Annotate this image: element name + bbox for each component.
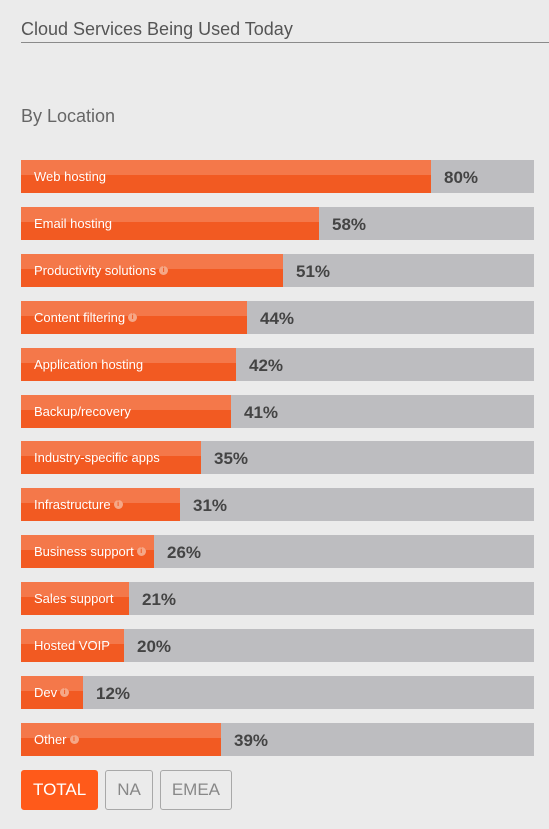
bar-label: Backup/recovery xyxy=(34,395,131,428)
bar-row: Industry-specific apps 35% xyxy=(21,441,534,475)
title-divider xyxy=(21,42,549,43)
bar-row: Hosted VOIP 20% xyxy=(21,629,534,662)
value-label: 41% xyxy=(244,402,279,422)
bar-label: Hosted VOIP xyxy=(34,629,110,662)
bar-row: Email hosting 58% xyxy=(21,206,534,240)
category-label: Application hosting xyxy=(34,356,144,372)
bar[interactable] xyxy=(21,722,221,756)
value-label: 44% xyxy=(260,308,295,328)
bar-row: Dev i 12% xyxy=(21,675,534,709)
category-label: Backup/recovery xyxy=(34,403,131,419)
info-icon[interactable]: i xyxy=(69,734,79,744)
value-label: 39% xyxy=(234,730,269,750)
value-label: 80% xyxy=(444,168,479,187)
bar-row: Business support i 26% xyxy=(21,535,534,569)
info-icon[interactable]: i xyxy=(159,265,169,275)
bar[interactable] xyxy=(21,347,236,381)
category-label: Hosted VOIP xyxy=(34,638,110,653)
filter-button-emea[interactable]: EMEA xyxy=(159,770,233,810)
bar-label: Dev i xyxy=(34,676,70,709)
category-label: Email hosting xyxy=(34,215,113,231)
category-label: Other xyxy=(34,731,67,747)
value-label: 31% xyxy=(193,496,228,516)
bar-row: Infrastructure i 31% xyxy=(21,488,534,522)
category-label: Web hosting xyxy=(34,169,107,184)
value-label: 58% xyxy=(332,214,367,234)
bar-row: Content filtering i 44% xyxy=(21,300,534,334)
value-label: 12% xyxy=(96,683,131,703)
info-icon[interactable]: i xyxy=(136,547,146,557)
bar-label: Business support i xyxy=(34,535,146,568)
bar[interactable] xyxy=(21,160,431,193)
value-label: 20% xyxy=(137,637,172,656)
category-label: Dev xyxy=(34,684,58,700)
filter-button-na[interactable]: NA xyxy=(105,770,153,810)
location-filter-group: TOTAL NA EMEA xyxy=(21,770,233,810)
category-label: Sales support xyxy=(34,591,114,607)
bar-label: Content filtering i xyxy=(34,301,138,334)
bar-row: Productivity solutions i 51% xyxy=(21,253,534,287)
info-icon[interactable]: i xyxy=(113,500,123,510)
bar-row: Application hosting 42% xyxy=(21,347,534,381)
bar[interactable] xyxy=(21,441,201,475)
chart-subtitle: By Location xyxy=(21,106,116,126)
value-label: 51% xyxy=(296,261,331,281)
value-label: 35% xyxy=(214,449,249,469)
bar-label: Sales support xyxy=(34,582,114,615)
bar-row: Other i 39% xyxy=(21,722,534,756)
bar-label: Other i xyxy=(34,723,79,756)
bar[interactable] xyxy=(21,253,283,287)
bar[interactable] xyxy=(21,629,124,662)
info-icon[interactable]: i xyxy=(128,312,138,322)
info-icon[interactable]: i xyxy=(60,687,70,697)
category-label: Infrastructure xyxy=(34,497,111,513)
bar-label: Web hosting xyxy=(34,160,106,193)
bar-row: Web hosting 80% xyxy=(21,160,534,193)
bar-row: Sales support 21% xyxy=(21,582,534,616)
bar[interactable] xyxy=(21,488,180,522)
bar[interactable] xyxy=(21,394,231,428)
bar-label: Application hosting xyxy=(34,348,143,381)
category-label: Industry-specific apps xyxy=(34,450,160,466)
bar-label: Infrastructure i xyxy=(34,488,123,521)
category-label: Content filtering xyxy=(34,309,126,325)
value-label: 21% xyxy=(142,590,177,610)
bar[interactable] xyxy=(21,535,154,569)
value-label: 26% xyxy=(167,543,202,563)
bar[interactable] xyxy=(21,206,319,240)
bar-label: Email hosting xyxy=(34,207,112,240)
bar-label: Productivity solutions i xyxy=(34,254,169,287)
bar-row: Backup/recovery 41% xyxy=(21,394,534,428)
filter-button-total[interactable]: TOTAL xyxy=(21,770,99,810)
value-label: 42% xyxy=(249,355,284,375)
chart-title: Cloud Services Being Used Today xyxy=(21,19,293,39)
category-label: Productivity solutions xyxy=(34,262,157,278)
bar-label: Industry-specific apps xyxy=(34,441,160,474)
bar[interactable] xyxy=(21,582,129,616)
category-label: Business support xyxy=(34,544,134,560)
bar[interactable] xyxy=(21,675,83,709)
